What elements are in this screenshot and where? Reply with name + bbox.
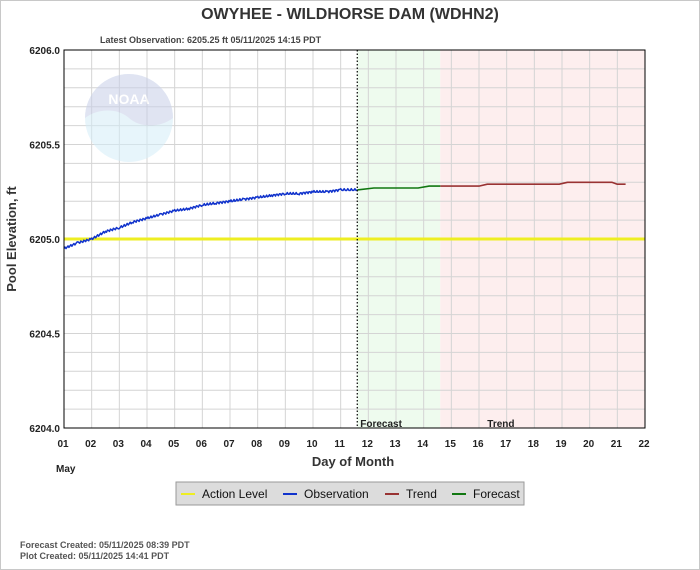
x-tick-label: 13 — [389, 439, 401, 450]
x-tick-label: 05 — [168, 439, 180, 450]
forecast-created: Forecast Created: 05/11/2025 08:39 PDT — [20, 540, 190, 550]
plot-border — [63, 49, 646, 429]
series-observation-line — [63, 187, 358, 250]
x-tick-label: 10 — [306, 439, 318, 450]
y-tick-label: 6205.0 — [29, 235, 60, 246]
x-tick-label: 08 — [251, 439, 263, 450]
x-tick-label: 17 — [500, 439, 512, 450]
x-tick-label: 12 — [362, 439, 374, 450]
legend-label-forecast: Forecast — [473, 487, 520, 501]
x-tick-label: 21 — [611, 439, 623, 450]
x-tick-label: 03 — [113, 439, 125, 450]
x-tick-label: 06 — [196, 439, 208, 450]
region-label-trend: Trend — [487, 419, 514, 430]
x-tick-label: 18 — [528, 439, 540, 450]
x-tick-label: 15 — [445, 439, 457, 450]
y-tick-label: 6204.5 — [29, 330, 60, 341]
y-tick-label: 6204.0 — [29, 424, 60, 435]
x-month-label: May — [56, 464, 76, 475]
plot-created: Plot Created: 05/11/2025 14:41 PDT — [20, 551, 170, 561]
legend-label-observation: Observation — [304, 487, 369, 501]
x-tick-label: 11 — [334, 439, 345, 450]
noaa-logo-text: NOAA — [108, 91, 149, 107]
x-tick-label: 07 — [223, 439, 235, 450]
x-tick-label: 16 — [472, 439, 484, 450]
y-axis-label: Pool Elevation, ft — [4, 186, 19, 292]
legend: Action Level Observation Trend Forecast — [175, 481, 525, 506]
series-layer: Forecast Trend — [63, 49, 646, 430]
series-forecast-line — [357, 185, 441, 191]
x-tick-label: 14 — [417, 439, 429, 450]
x-tick-label: 20 — [583, 439, 595, 450]
legend-box — [175, 481, 525, 506]
series-trend-line — [440, 181, 626, 187]
y-tick-label: 6205.5 — [29, 141, 60, 152]
chart-title: OWYHEE - WILDHORSE DAM (WDHN2) — [201, 6, 499, 23]
x-tick-label: 19 — [555, 439, 567, 450]
x-tick-label: 04 — [140, 439, 152, 450]
noaa-logo-bird-icon — [85, 74, 173, 126]
chart-subtitle: Latest Observation: 6205.25 ft 05/11/202… — [100, 35, 322, 45]
tick-layer: 6204.0 6204.5 6205.0 6205.5 6206.0 01 02 03 04 05… — [29, 46, 650, 450]
noaa-logo: NOAA — [85, 74, 173, 162]
y-tick-label: 6206.0 — [29, 46, 60, 57]
x-tick-label: 02 — [85, 439, 97, 450]
x-axis-label: Day of Month — [312, 454, 394, 469]
x-tick-label: 01 — [57, 439, 69, 450]
legend-label-action-level: Action Level — [202, 487, 267, 501]
legend-label-trend: Trend — [406, 487, 437, 501]
x-tick-label: 22 — [638, 439, 650, 450]
region-label-forecast: Forecast — [360, 419, 402, 430]
x-tick-label: 09 — [279, 439, 291, 450]
